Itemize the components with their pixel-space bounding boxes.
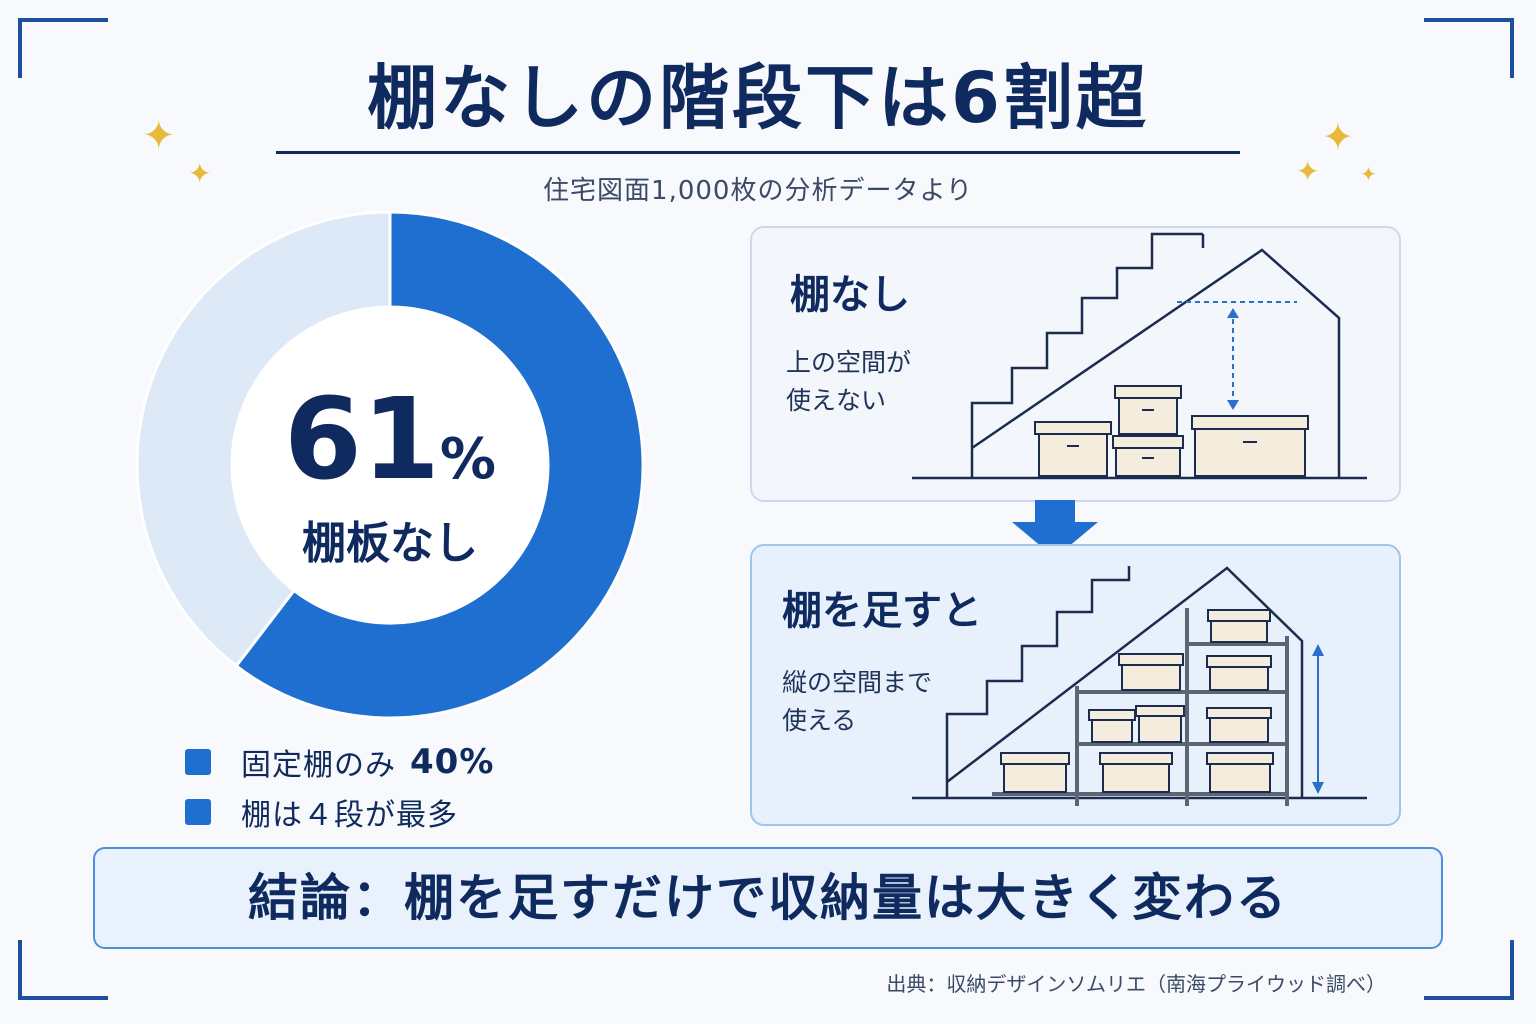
sparkle-icon: ✦ xyxy=(142,113,176,159)
page-subtitle: 住宅図面1,000枚の分析データより xyxy=(543,176,973,206)
donut-chart xyxy=(135,210,645,720)
down-arrow-icon xyxy=(1012,500,1098,558)
stairs-illustration-no-shelf xyxy=(912,232,1367,480)
center-number: 61 xyxy=(284,375,440,505)
panel-title: 棚を足すと xyxy=(782,588,982,634)
legend-value: 40% xyxy=(410,742,495,782)
donut-hole xyxy=(232,307,548,623)
chart-legend: 固定棚のみ 40% 棚は４段が最多 xyxy=(185,737,494,837)
panel-description: 縦の空間まで 使える xyxy=(782,664,932,740)
conclusion-banner: 結論：棚を足すだけで収納量は大きく変わる xyxy=(93,847,1443,949)
panel-desc-line: 上の空間が xyxy=(786,348,912,377)
legend-label: 固定棚のみ xyxy=(241,748,396,783)
sparkle-icon: ✦ xyxy=(1296,155,1320,188)
legend-item: 固定棚のみ 40% xyxy=(185,737,494,787)
corner-bracket-bottom-right xyxy=(1424,940,1514,1000)
panel-desc-line: 使える xyxy=(782,706,857,735)
legend-swatch xyxy=(185,749,211,775)
panel-desc-line: 縦の空間まで xyxy=(782,668,933,697)
sparkle-icon: ✦ xyxy=(1360,162,1377,186)
stairs-illustration-with-shelf xyxy=(912,566,1367,806)
sparkle-icon: ✦ xyxy=(1322,115,1354,159)
panel-description: 上の空間が 使えない xyxy=(786,344,911,420)
panel-title: 棚なし xyxy=(790,272,910,318)
source-note: 出典：収納デザインソムリエ（南海プライウッド調べ） xyxy=(886,972,1386,996)
corner-bracket-bottom-left xyxy=(18,940,108,1000)
chart-center-value: 61% xyxy=(240,380,540,520)
panel-with-shelf: 棚を足すと 縦の空間まで 使える xyxy=(750,544,1401,826)
chart-center-label: 棚板なし xyxy=(302,518,478,569)
panel-desc-line: 使えない xyxy=(786,386,887,415)
legend-item: 棚は４段が最多 xyxy=(185,787,494,837)
corner-bracket-top-right xyxy=(1424,18,1514,78)
page-title: 棚なしの階段下は6割超 xyxy=(367,57,1149,139)
legend-swatch xyxy=(185,799,211,825)
title-underline xyxy=(276,151,1240,154)
panel-no-shelf: 棚なし 上の空間が 使えない xyxy=(750,226,1401,502)
center-unit: % xyxy=(439,427,496,492)
corner-bracket-top-left xyxy=(18,18,108,78)
sparkle-icon: ✦ xyxy=(188,157,212,190)
legend-label: 棚は４段が最多 xyxy=(241,798,458,833)
